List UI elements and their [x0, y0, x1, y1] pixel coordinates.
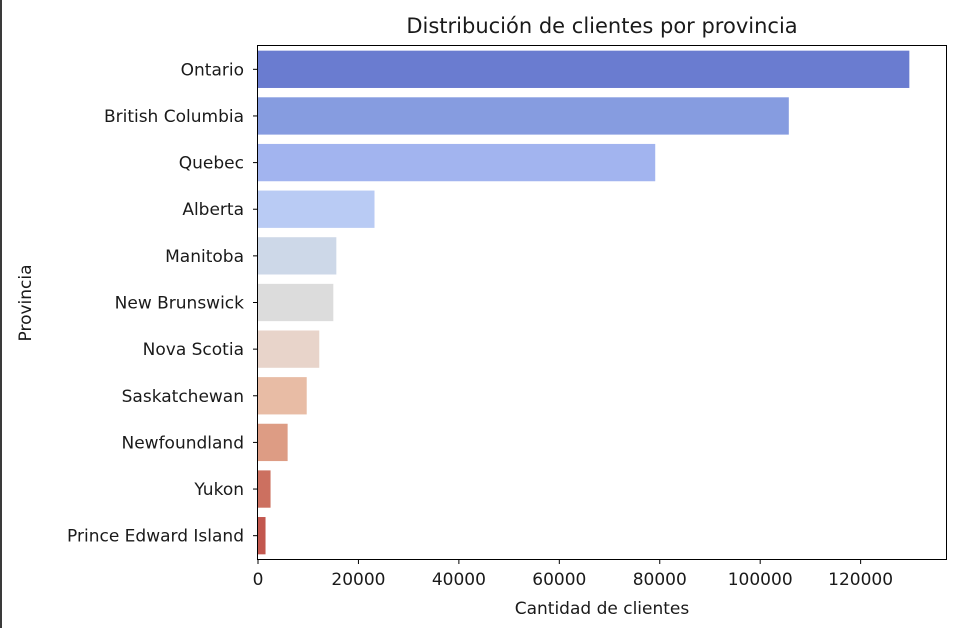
- x-axis-ticks: 0 20000 40000 60000 80000 100000 120000: [253, 559, 893, 590]
- bar-new-brunswick: [258, 283, 334, 322]
- bar-nova-scotia: [258, 330, 320, 368]
- x-tick-label-20000: 20000: [331, 570, 385, 590]
- x-tick-label-120000: 120000: [828, 570, 893, 590]
- bar-alberta: [258, 190, 375, 228]
- y-tick-label-nova-scotia: Nova Scotia: [143, 340, 244, 360]
- x-tick-label-100000: 100000: [728, 570, 793, 590]
- y-axis-ticks: Ontario British Columbia Quebec Alberta Mani…: [67, 60, 258, 547]
- x-tick-label-0: 0: [253, 570, 264, 590]
- bar-manitoba: [258, 237, 337, 275]
- y-tick-label-quebec: Quebec: [179, 154, 244, 174]
- y-tick-label-alberta: Alberta: [182, 200, 244, 220]
- y-tick-label-manitoba: Manitoba: [165, 247, 244, 267]
- bar-yukon: [258, 470, 271, 508]
- bar-saskatchewan: [258, 377, 307, 415]
- bar-quebec: [258, 143, 656, 182]
- y-tick-label-ontario: Ontario: [181, 60, 244, 80]
- x-tick-label-60000: 60000: [532, 570, 586, 590]
- y-tick-label-prince-edward-island: Prince Edward Island: [67, 527, 244, 547]
- chart-title: Distribución de clientes por provincia: [406, 14, 797, 38]
- x-axis-label: Cantidad de clientes: [515, 599, 690, 619]
- y-tick-label-british-columbia: British Columbia: [104, 107, 244, 127]
- bar-prince-edward-island: [258, 517, 266, 555]
- y-tick-label-new-brunswick: New Brunswick: [115, 294, 245, 314]
- y-tick-label-saskatchewan: Saskatchewan: [122, 387, 244, 407]
- plot-area-border: [257, 45, 947, 560]
- bar-british-columbia: [258, 97, 789, 135]
- y-tick-label-yukon: Yukon: [193, 480, 244, 500]
- x-tick-label-80000: 80000: [633, 570, 687, 590]
- y-axis-label: Provincia: [16, 264, 36, 341]
- bar-ontario: [258, 50, 910, 88]
- x-tick-label-40000: 40000: [432, 570, 486, 590]
- y-tick-label-newfoundland: Newfoundland: [121, 433, 244, 453]
- window-edge: [0, 0, 2, 628]
- bars-group: [258, 50, 910, 555]
- bar-newfoundland: [258, 423, 288, 462]
